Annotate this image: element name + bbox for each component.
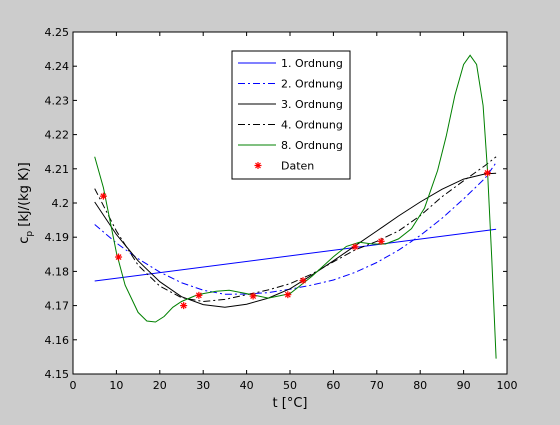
y-axis-label: cp [kJ/(kg K)]: [17, 162, 35, 243]
series-line-2: [94, 162, 497, 295]
data-point: [249, 292, 257, 300]
y-tick-label: 4.2: [52, 197, 70, 210]
data-point: [483, 169, 491, 177]
y-axis-label-subscript: p: [25, 231, 35, 237]
legend-item: Daten: [254, 160, 314, 173]
y-tick-label: 4.19: [45, 231, 70, 244]
legend-label: 4. Ordnung: [281, 119, 343, 132]
x-tick-label: 90: [457, 379, 471, 392]
legend-item: 8. Ordnung: [238, 139, 343, 152]
x-axis-label: t [°C]: [273, 396, 308, 411]
legend-box: [231, 50, 351, 180]
legend-label: 8. Ordnung: [281, 139, 343, 152]
x-axis: 0 10 20 30 40 50 60 70 80 90 100: [70, 32, 518, 392]
data-point: [180, 302, 188, 310]
data-point: [351, 243, 359, 251]
y-tick-label: 4.18: [45, 265, 70, 278]
x-tick-label: 70: [370, 379, 384, 392]
y-tick-label: 4.17: [45, 300, 70, 313]
data-point: [115, 253, 123, 261]
x-tick-label: 10: [109, 379, 123, 392]
legend-label: 2. Ordnung: [281, 78, 343, 91]
data-markers: [99, 169, 491, 310]
x-tick-label: 60: [326, 379, 340, 392]
legend-item: 4. Ordnung: [238, 119, 343, 132]
legend: 1. Ordnung 2. Ordnung 3. Ordnung 4. Ordnung…: [231, 50, 351, 180]
x-tick-label: 0: [70, 379, 77, 392]
legend-label: 1. Ordnung: [281, 57, 343, 70]
y-axis-label-rest: [kJ/(kg K)]: [17, 162, 32, 231]
x-tick-label: 80: [413, 379, 427, 392]
y-tick-label: 4.22: [45, 129, 70, 142]
data-point: [99, 192, 107, 200]
y-tick-label: 4.16: [45, 334, 70, 347]
x-tick-label: 40: [240, 379, 254, 392]
data-point: [195, 291, 203, 299]
y-tick-label: 4.24: [45, 60, 70, 73]
y-axis: 4.15 4.16 4.17 4.18 4.19 4.2 4.21 4.22 4.23 4.24 4…: [45, 26, 507, 381]
x-tick-label: 20: [153, 379, 167, 392]
x-tick-label: 30: [196, 379, 210, 392]
legend-item: 3. Ordnung: [238, 98, 343, 111]
legend-item: 2. Ordnung: [238, 78, 343, 91]
x-tick-label: 50: [283, 379, 297, 392]
series-line-5: [94, 54, 497, 359]
data-point: [299, 277, 307, 285]
x-tick-label: 100: [497, 379, 518, 392]
y-tick-label: 4.21: [45, 163, 70, 176]
legend-item: 1. Ordnung: [238, 57, 343, 70]
y-tick-label: 4.25: [45, 26, 70, 39]
data-point: [284, 291, 292, 299]
y-tick-label: 4.23: [45, 94, 70, 107]
y-axis-label-main: c: [17, 237, 32, 244]
data-point: [377, 237, 385, 245]
legend-label: Daten: [281, 160, 314, 173]
data-point: [254, 162, 262, 169]
legend-label: 3. Ordnung: [281, 98, 343, 111]
y-tick-label: 4.15: [45, 368, 70, 381]
series-line-1: [94, 228, 497, 282]
